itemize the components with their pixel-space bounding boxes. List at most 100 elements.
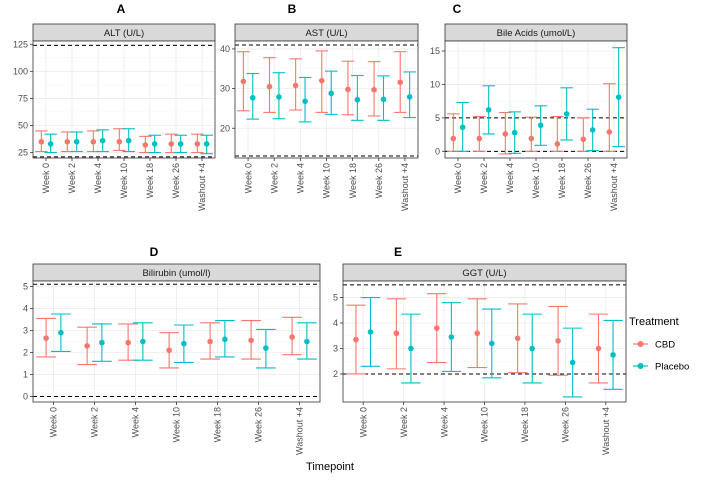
point-cbd bbox=[554, 141, 561, 147]
point-cbd bbox=[84, 343, 90, 349]
point-cbd bbox=[168, 141, 175, 147]
x-tick-label: Week 18 bbox=[520, 407, 530, 442]
x-tick-label: Week 2 bbox=[90, 407, 100, 437]
point-cbd bbox=[433, 325, 440, 331]
point-cbd bbox=[64, 138, 71, 145]
point-cbd bbox=[606, 129, 613, 135]
panel-title-d: Bilirubin (umol/l) bbox=[142, 268, 210, 279]
point-cbd bbox=[166, 347, 172, 354]
point-cbd bbox=[528, 135, 535, 142]
point-cbd bbox=[194, 141, 201, 147]
y-tick-label: 3 bbox=[23, 326, 28, 336]
x-tick-label: Week 2 bbox=[67, 163, 77, 193]
point-placebo bbox=[328, 90, 335, 97]
y-tick-label: 3 bbox=[333, 344, 338, 354]
point-placebo bbox=[73, 138, 80, 145]
y-tick-label: 15 bbox=[430, 46, 440, 56]
x-tick-label: Week 26 bbox=[374, 163, 384, 198]
point-cbd bbox=[476, 135, 483, 142]
panel-letter-a: A bbox=[117, 2, 126, 16]
point-placebo bbox=[529, 345, 536, 352]
point-placebo bbox=[99, 137, 106, 144]
legend: Treatment CBD Placebo bbox=[629, 316, 689, 373]
x-tick-label: Week 4 bbox=[505, 163, 515, 193]
point-placebo bbox=[408, 345, 414, 352]
x-tick-label: Washout +4 bbox=[295, 407, 305, 455]
point-placebo bbox=[47, 141, 54, 147]
point-cbd bbox=[397, 79, 404, 86]
y-tick-label: 5 bbox=[333, 293, 338, 303]
x-tick-label: Washout +4 bbox=[400, 163, 410, 211]
x-tick-label: Week 0 bbox=[358, 407, 368, 437]
x-tick-label: Week 10 bbox=[119, 163, 129, 198]
x-tick-label: Washout +4 bbox=[197, 163, 207, 211]
point-cbd bbox=[353, 336, 359, 343]
y-tick-label: 20 bbox=[220, 123, 230, 133]
panel-d: D Bilirubin (umol/l) 0 1 2 3 4 5 Week 0 Week 2 Wee… bbox=[23, 245, 321, 455]
point-placebo bbox=[304, 338, 310, 345]
y-tick-label: 40 bbox=[220, 44, 230, 54]
point-placebo bbox=[99, 339, 105, 346]
point-cbd bbox=[38, 138, 45, 145]
point-placebo bbox=[203, 141, 210, 147]
point-placebo bbox=[151, 141, 158, 147]
point-cbd bbox=[345, 86, 351, 93]
point-placebo bbox=[58, 329, 64, 336]
point-placebo bbox=[459, 124, 466, 131]
point-placebo bbox=[380, 96, 387, 103]
point-cbd bbox=[292, 82, 299, 89]
point-placebo bbox=[302, 98, 308, 105]
point-cbd bbox=[555, 338, 561, 344]
point-placebo bbox=[615, 94, 622, 100]
legend-label-placebo: Placebo bbox=[655, 362, 689, 373]
x-tick-label: Week 10 bbox=[480, 407, 490, 442]
point-cbd bbox=[207, 338, 213, 345]
x-tick-label: Week 4 bbox=[439, 407, 449, 437]
x-tick-label: Week 10 bbox=[531, 163, 541, 198]
point-cbd bbox=[474, 330, 481, 337]
point-placebo bbox=[511, 129, 518, 136]
panel-letter-b: B bbox=[288, 2, 297, 16]
point-placebo bbox=[537, 122, 544, 129]
point-placebo bbox=[249, 94, 256, 101]
x-tick-label: Week 4 bbox=[93, 163, 103, 193]
panel-c: C Bile Acids (umol/L) 0 5 10 15 Week 0 Week 2 We… bbox=[430, 2, 628, 211]
point-cbd bbox=[371, 86, 377, 93]
point-cbd bbox=[266, 83, 273, 90]
y-tick-label: 0 bbox=[23, 392, 28, 402]
panel-letter-d: D bbox=[150, 245, 159, 259]
x-tick-label: Week 2 bbox=[269, 163, 279, 193]
panel-a: A ALT (U/L) 25 50 75 100 125 Week 0 Week 2 Week 4… bbox=[13, 2, 216, 211]
point-cbd bbox=[514, 335, 521, 342]
legend-key-cbd-point bbox=[637, 341, 644, 347]
y-tick-label: 0 bbox=[435, 146, 440, 156]
x-tick-label: Week 26 bbox=[254, 407, 264, 442]
y-tick-label: 100 bbox=[13, 66, 28, 76]
point-cbd bbox=[289, 334, 295, 340]
point-placebo bbox=[367, 329, 374, 335]
x-tick-label: Week 10 bbox=[322, 163, 332, 198]
point-placebo bbox=[140, 338, 146, 345]
x-tick-label: Washout +4 bbox=[609, 163, 619, 211]
y-tick-label: 2 bbox=[333, 369, 338, 379]
x-tick-label: Washout +4 bbox=[601, 407, 611, 455]
point-placebo bbox=[354, 96, 361, 103]
point-cbd bbox=[125, 339, 131, 346]
point-cbd bbox=[450, 135, 457, 142]
point-placebo bbox=[485, 107, 492, 113]
x-tick-label: Week 0 bbox=[41, 163, 51, 193]
panel-title-b: AST (U/L) bbox=[305, 28, 347, 39]
x-tick-label: Week 0 bbox=[49, 407, 59, 437]
x-tick-label: Week 26 bbox=[561, 407, 571, 442]
x-tick-label: Week 2 bbox=[479, 163, 489, 193]
point-cbd bbox=[318, 77, 325, 84]
x-tick-label: Week 2 bbox=[399, 407, 409, 437]
panel-title-e: GGT (U/L) bbox=[462, 268, 506, 279]
x-tick-label: Week 4 bbox=[131, 407, 141, 437]
point-placebo bbox=[488, 340, 495, 347]
point-cbd bbox=[502, 131, 509, 137]
point-placebo bbox=[563, 111, 570, 117]
y-tick-label: 2 bbox=[23, 348, 28, 358]
panel-letter-c: C bbox=[453, 2, 462, 16]
